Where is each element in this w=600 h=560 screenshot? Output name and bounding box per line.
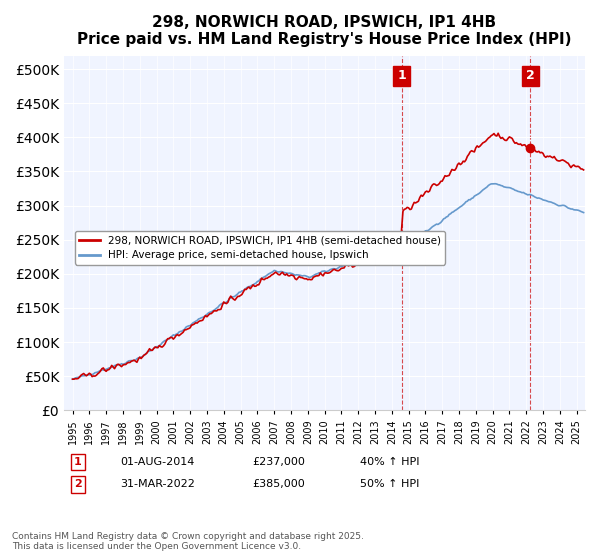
Text: 31-MAR-2022: 31-MAR-2022 bbox=[120, 479, 195, 489]
Legend: 298, NORWICH ROAD, IPSWICH, IP1 4HB (semi-detached house), HPI: Average price, s: 298, NORWICH ROAD, IPSWICH, IP1 4HB (sem… bbox=[74, 231, 445, 264]
Text: £237,000: £237,000 bbox=[252, 457, 305, 467]
Title: 298, NORWICH ROAD, IPSWICH, IP1 4HB
Price paid vs. HM Land Registry's House Pric: 298, NORWICH ROAD, IPSWICH, IP1 4HB Pric… bbox=[77, 15, 572, 48]
Text: Contains HM Land Registry data © Crown copyright and database right 2025.
This d: Contains HM Land Registry data © Crown c… bbox=[12, 532, 364, 552]
Text: 1: 1 bbox=[397, 69, 406, 82]
Text: 2: 2 bbox=[526, 69, 535, 82]
Text: £385,000: £385,000 bbox=[252, 479, 305, 489]
Text: 2: 2 bbox=[74, 479, 82, 489]
Text: 40% ↑ HPI: 40% ↑ HPI bbox=[360, 457, 419, 467]
Text: 1: 1 bbox=[74, 457, 82, 467]
Text: 01-AUG-2014: 01-AUG-2014 bbox=[120, 457, 194, 467]
Text: 50% ↑ HPI: 50% ↑ HPI bbox=[360, 479, 419, 489]
